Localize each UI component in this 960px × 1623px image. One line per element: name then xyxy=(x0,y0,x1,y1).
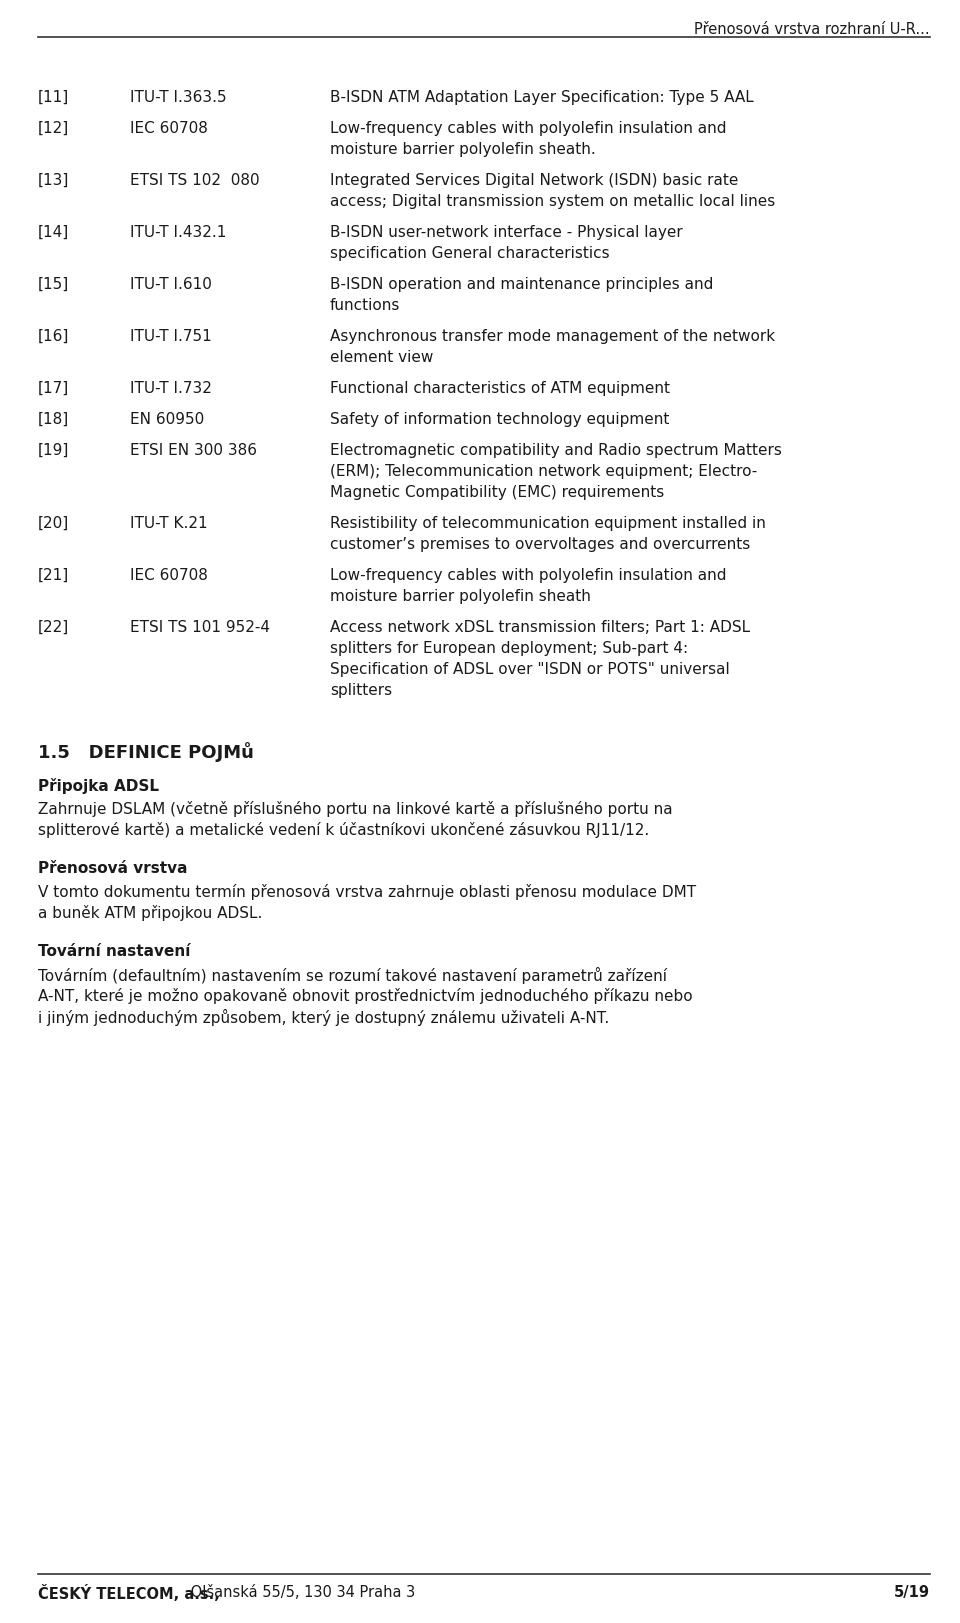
Text: ITU-T I.432.1: ITU-T I.432.1 xyxy=(130,226,227,240)
Text: access; Digital transmission system on metallic local lines: access; Digital transmission system on m… xyxy=(330,193,776,209)
Text: B-ISDN operation and maintenance principles and: B-ISDN operation and maintenance princip… xyxy=(330,278,713,292)
Text: ČESKÝ TELECOM, a.s.,: ČESKÝ TELECOM, a.s., xyxy=(38,1584,220,1600)
Text: ITU-T I.363.5: ITU-T I.363.5 xyxy=(130,89,227,105)
Text: Electromagnetic compatibility and Radio spectrum Matters: Electromagnetic compatibility and Radio … xyxy=(330,443,781,458)
Text: i jiným jednoduchým způsobem, který je dostupný ználemu uživateli A-NT.: i jiným jednoduchým způsobem, který je d… xyxy=(38,1008,610,1026)
Text: Specification of ADSL over "ISDN or POTS" universal: Specification of ADSL over "ISDN or POTS… xyxy=(330,662,730,677)
Text: Low-frequency cables with polyolefin insulation and: Low-frequency cables with polyolefin ins… xyxy=(330,122,727,136)
Text: [13]: [13] xyxy=(38,174,69,188)
Text: [21]: [21] xyxy=(38,568,69,583)
Text: Asynchronous transfer mode management of the network: Asynchronous transfer mode management of… xyxy=(330,329,775,344)
Text: [19]: [19] xyxy=(38,443,69,458)
Text: splitters: splitters xyxy=(330,683,392,698)
Text: [18]: [18] xyxy=(38,412,69,427)
Text: B-ISDN ATM Adaptation Layer Specification: Type 5 AAL: B-ISDN ATM Adaptation Layer Specificatio… xyxy=(330,89,754,105)
Text: ITU-T K.21: ITU-T K.21 xyxy=(130,516,207,531)
Text: Továrním (defaultním) nastavením se rozumí takové nastavení parametrů zařízení: Továrním (defaultním) nastavením se rozu… xyxy=(38,966,667,984)
Text: element view: element view xyxy=(330,351,433,365)
Text: ITU-T I.732: ITU-T I.732 xyxy=(130,381,212,396)
Text: (ERM); Telecommunication network equipment; Electro-: (ERM); Telecommunication network equipme… xyxy=(330,464,757,479)
Text: [17]: [17] xyxy=(38,381,69,396)
Text: Zahrnuje DSLAM (včetně příslušného portu na linkové kartě a příslušného portu na: Zahrnuje DSLAM (včetně příslušného portu… xyxy=(38,800,673,816)
Text: ITU-T I.610: ITU-T I.610 xyxy=(130,278,212,292)
Text: B-ISDN user-network interface - Physical layer: B-ISDN user-network interface - Physical… xyxy=(330,226,683,240)
Text: functions: functions xyxy=(330,297,400,313)
Text: [14]: [14] xyxy=(38,226,69,240)
Text: splitterové kartě) a metalické vedení k účastníkovi ukončené zásuvkou RJ11/12.: splitterové kartě) a metalické vedení k … xyxy=(38,821,649,837)
Text: ETSI TS 101 952-4: ETSI TS 101 952-4 xyxy=(130,620,270,635)
Text: Tovární nastavení: Tovární nastavení xyxy=(38,943,190,959)
Text: IEC 60708: IEC 60708 xyxy=(130,122,208,136)
Text: [12]: [12] xyxy=(38,122,69,136)
Text: EN 60950: EN 60950 xyxy=(130,412,204,427)
Text: Access network xDSL transmission filters; Part 1: ADSL: Access network xDSL transmission filters… xyxy=(330,620,750,635)
Text: moisture barrier polyolefin sheath.: moisture barrier polyolefin sheath. xyxy=(330,141,596,157)
Text: ETSI TS 102  080: ETSI TS 102 080 xyxy=(130,174,259,188)
Text: V tomto dokumentu termín přenosová vrstva zahrnuje oblasti přenosu modulace DMT: V tomto dokumentu termín přenosová vrstv… xyxy=(38,883,696,899)
Text: [22]: [22] xyxy=(38,620,69,635)
Text: Functional characteristics of ATM equipment: Functional characteristics of ATM equipm… xyxy=(330,381,670,396)
Text: [16]: [16] xyxy=(38,329,69,344)
Text: Přenosová vrstva: Přenosová vrstva xyxy=(38,860,187,875)
Text: 5/19: 5/19 xyxy=(894,1584,930,1599)
Text: Low-frequency cables with polyolefin insulation and: Low-frequency cables with polyolefin ins… xyxy=(330,568,727,583)
Text: [20]: [20] xyxy=(38,516,69,531)
Text: Magnetic Compatibility (EMC) requirements: Magnetic Compatibility (EMC) requirement… xyxy=(330,485,664,500)
Text: Přenosová vrstva rozhraní U-R...: Přenosová vrstva rozhraní U-R... xyxy=(694,23,930,37)
Text: Integrated Services Digital Network (ISDN) basic rate: Integrated Services Digital Network (ISD… xyxy=(330,174,738,188)
Text: [15]: [15] xyxy=(38,278,69,292)
Text: customer’s premises to overvoltages and overcurrents: customer’s premises to overvoltages and … xyxy=(330,537,751,552)
Text: Safety of information technology equipment: Safety of information technology equipme… xyxy=(330,412,669,427)
Text: moisture barrier polyolefin sheath: moisture barrier polyolefin sheath xyxy=(330,589,590,604)
Text: Resistibility of telecommunication equipment installed in: Resistibility of telecommunication equip… xyxy=(330,516,766,531)
Text: Připojka ADSL: Připojka ADSL xyxy=(38,777,159,794)
Text: A-NT, které je možno opakovaně obnovit prostřednictvím jednoduchého příkazu nebo: A-NT, které je možno opakovaně obnovit p… xyxy=(38,987,692,1003)
Text: 1.5   DEFINICE POJMů: 1.5 DEFINICE POJMů xyxy=(38,742,253,761)
Text: ITU-T I.751: ITU-T I.751 xyxy=(130,329,212,344)
Text: ETSI EN 300 386: ETSI EN 300 386 xyxy=(130,443,257,458)
Text: IEC 60708: IEC 60708 xyxy=(130,568,208,583)
Text: specification General characteristics: specification General characteristics xyxy=(330,245,610,261)
Text: [11]: [11] xyxy=(38,89,69,105)
Text: a buněk ATM připojkou ADSL.: a buněk ATM připojkou ADSL. xyxy=(38,904,262,920)
Text: splitters for European deployment; Sub-part 4:: splitters for European deployment; Sub-p… xyxy=(330,641,688,656)
Text: Olšanská 55/5, 130 34 Praha 3: Olšanská 55/5, 130 34 Praha 3 xyxy=(186,1584,416,1599)
